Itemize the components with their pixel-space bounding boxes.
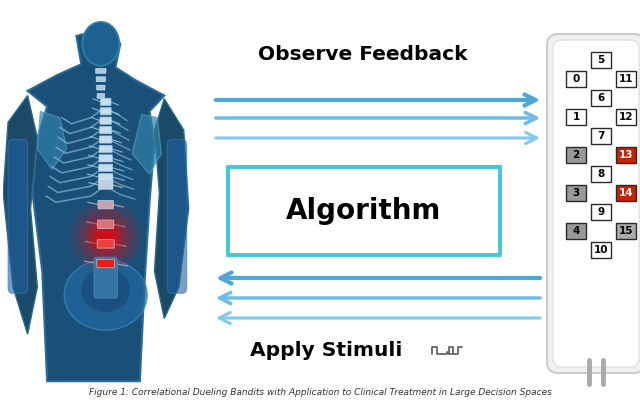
FancyBboxPatch shape: [547, 34, 640, 373]
FancyBboxPatch shape: [99, 164, 113, 171]
Text: 6: 6: [597, 93, 605, 103]
Text: 1: 1: [572, 112, 580, 122]
FancyBboxPatch shape: [97, 240, 114, 248]
FancyBboxPatch shape: [591, 166, 611, 182]
Text: 8: 8: [597, 169, 605, 179]
FancyBboxPatch shape: [95, 68, 106, 73]
FancyBboxPatch shape: [591, 204, 611, 220]
Text: 13: 13: [619, 150, 633, 160]
FancyBboxPatch shape: [228, 167, 500, 255]
Ellipse shape: [81, 268, 130, 312]
FancyBboxPatch shape: [100, 98, 111, 105]
FancyBboxPatch shape: [591, 52, 611, 68]
Text: 12: 12: [619, 112, 633, 122]
Text: 10: 10: [594, 245, 608, 255]
Text: 0: 0: [572, 74, 580, 84]
FancyBboxPatch shape: [616, 109, 636, 125]
FancyBboxPatch shape: [100, 126, 112, 134]
FancyBboxPatch shape: [100, 108, 111, 115]
FancyBboxPatch shape: [566, 147, 586, 163]
Text: 3: 3: [572, 188, 580, 198]
Ellipse shape: [64, 260, 147, 330]
FancyBboxPatch shape: [97, 220, 114, 228]
Text: Algorithm: Algorithm: [286, 197, 442, 225]
FancyBboxPatch shape: [99, 155, 113, 162]
FancyBboxPatch shape: [99, 145, 112, 153]
Text: 15: 15: [619, 226, 633, 236]
Text: 5: 5: [597, 55, 605, 65]
FancyBboxPatch shape: [566, 71, 586, 87]
Polygon shape: [154, 99, 189, 318]
Ellipse shape: [83, 22, 119, 66]
Polygon shape: [3, 96, 37, 334]
Text: 2: 2: [572, 150, 580, 160]
Ellipse shape: [78, 209, 133, 264]
Ellipse shape: [92, 223, 120, 251]
Polygon shape: [132, 115, 161, 174]
FancyBboxPatch shape: [8, 140, 28, 293]
FancyBboxPatch shape: [97, 85, 105, 90]
FancyBboxPatch shape: [99, 136, 112, 143]
Polygon shape: [28, 28, 164, 381]
FancyBboxPatch shape: [616, 185, 636, 201]
Text: 7: 7: [597, 131, 605, 141]
FancyBboxPatch shape: [94, 257, 117, 298]
Text: Figure 1: Correlational Dueling Bandits with Application to Clinical Treatment i: Figure 1: Correlational Dueling Bandits …: [88, 388, 552, 397]
Ellipse shape: [96, 228, 115, 246]
FancyBboxPatch shape: [100, 117, 111, 124]
Polygon shape: [37, 111, 67, 169]
Text: Apply Stimuli: Apply Stimuli: [250, 341, 402, 360]
Ellipse shape: [86, 217, 125, 256]
Ellipse shape: [70, 202, 141, 272]
FancyBboxPatch shape: [96, 77, 106, 82]
Text: 9: 9: [597, 207, 605, 217]
FancyBboxPatch shape: [98, 200, 113, 209]
FancyBboxPatch shape: [167, 140, 187, 293]
FancyBboxPatch shape: [566, 223, 586, 239]
Text: Observe Feedback: Observe Feedback: [259, 45, 468, 64]
FancyBboxPatch shape: [591, 242, 611, 258]
FancyBboxPatch shape: [99, 174, 113, 181]
FancyBboxPatch shape: [97, 94, 104, 98]
FancyBboxPatch shape: [591, 128, 611, 144]
FancyBboxPatch shape: [616, 71, 636, 87]
FancyBboxPatch shape: [553, 40, 639, 367]
Text: 11: 11: [619, 74, 633, 84]
FancyBboxPatch shape: [566, 109, 586, 125]
FancyBboxPatch shape: [566, 185, 586, 201]
FancyBboxPatch shape: [97, 259, 115, 268]
FancyBboxPatch shape: [99, 181, 113, 189]
Text: 14: 14: [619, 188, 634, 198]
FancyBboxPatch shape: [591, 90, 611, 106]
FancyBboxPatch shape: [616, 147, 636, 163]
Text: 4: 4: [572, 226, 580, 236]
FancyBboxPatch shape: [616, 223, 636, 239]
